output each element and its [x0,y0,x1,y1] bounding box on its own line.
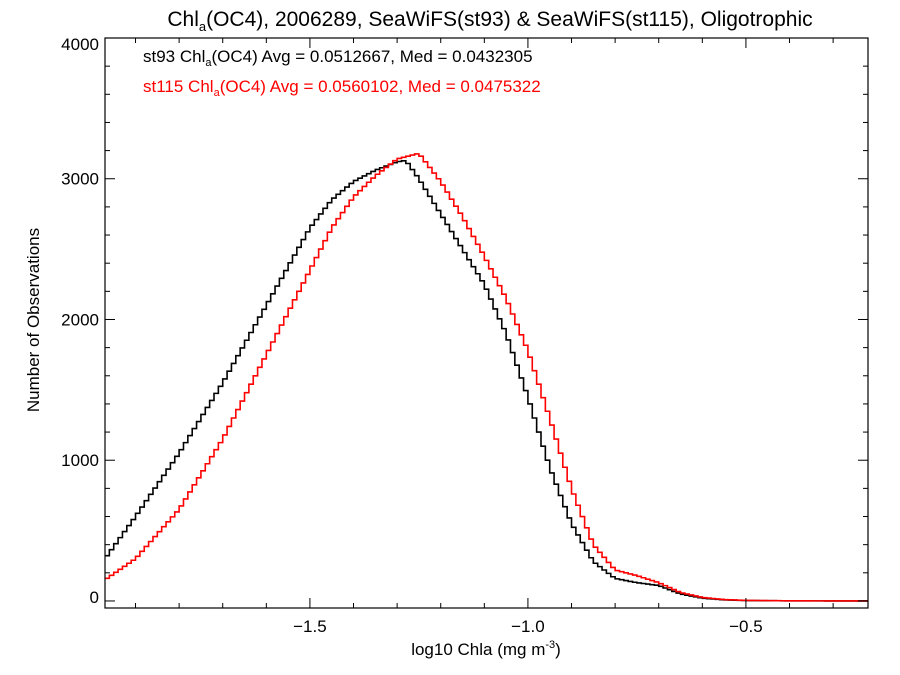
series-line-st115 [105,153,868,602]
legend: st93 Chla(OC4) Avg = 0.0512667, Med = 0.… [143,47,541,99]
x-axis-label: log10 Chla (mg m-3) [411,639,561,659]
legend-entry-st93: st93 Chla(OC4) Avg = 0.0512667, Med = 0.… [143,47,533,69]
y-tick-label: 4000 [61,35,99,54]
y-tick-label: 1000 [61,451,99,470]
axis-ticks: −1.5 −1.0 −0.5 0 1000 2000 3000 4000 [61,35,868,636]
plot-frame [104,37,869,609]
plot-area [105,153,868,602]
chart-title: Chla(OC4), 2006289, SeaWiFS(st93) & SeaW… [167,8,812,34]
y-axis-label: Number of Observations [24,228,43,412]
y-tick-label: 0 [90,588,99,607]
x-tick-label: −0.5 [729,617,763,636]
series-line-st93 [105,160,868,602]
y-tick-label: 2000 [61,310,99,329]
x-tick-label: −1.5 [293,617,327,636]
y-tick-label: 3000 [61,170,99,189]
x-tick-label: −1.0 [511,617,545,636]
legend-entry-st115: st115 Chla(OC4) Avg = 0.0560102, Med = 0… [143,77,541,99]
